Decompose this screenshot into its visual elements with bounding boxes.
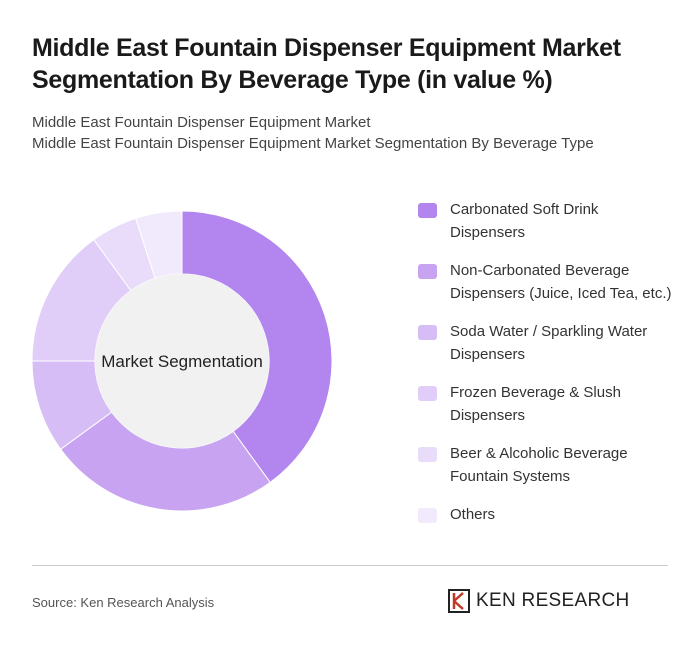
logo-icon [448,589,470,613]
legend-item: Beer & Alcoholic Beverage Fountain Syste… [418,442,688,488]
legend-item: Frozen Beverage & Slush Dispensers [418,381,688,427]
legend-item: Carbonated Soft Drink Dispensers [418,198,688,244]
legend-swatch [418,264,437,279]
legend-label: Beer & Alcoholic Beverage Fountain Syste… [450,445,628,485]
chart-title: Middle East Fountain Dispenser Equipment… [32,34,621,94]
legend-label: Others [450,506,496,523]
logo-text: KEN RESEARCH [476,590,630,611]
legend-label: Frozen Beverage & Slush Dispensers [450,384,621,424]
source: Source: Ken Research Analysis [32,595,215,610]
legend-swatch [418,203,437,218]
legend-swatch [418,447,437,462]
donut-chart: Market Segmentation [31,210,333,512]
legend-swatch [418,325,437,340]
legend-swatch [418,508,437,523]
legend-item: Non-Carbonated Beverage Dispensers (Juic… [418,259,688,305]
legend-label: Soda Water / Sparkling Water Dispensers [450,323,648,363]
legend-label: Non-Carbonated Beverage Dispensers (Juic… [450,262,672,302]
logo: KEN RESEARCH [448,589,630,613]
donut-center [95,274,269,448]
legend: Carbonated Soft Drink Dispensers Non-Carb… [418,198,688,541]
legend-item: Others [418,503,688,526]
legend-label: Carbonated Soft Drink Dispensers [450,201,599,241]
legend-swatch [418,386,437,401]
subtitle: Middle East Fountain Dispenser Equipment… [32,135,594,152]
divider [32,565,668,566]
subtitle: Middle East Fountain Dispenser Equipment… [32,114,371,131]
center-label: Market Segmentation [101,352,263,371]
legend-item: Soda Water / Sparkling Water Dispensers [418,320,688,366]
